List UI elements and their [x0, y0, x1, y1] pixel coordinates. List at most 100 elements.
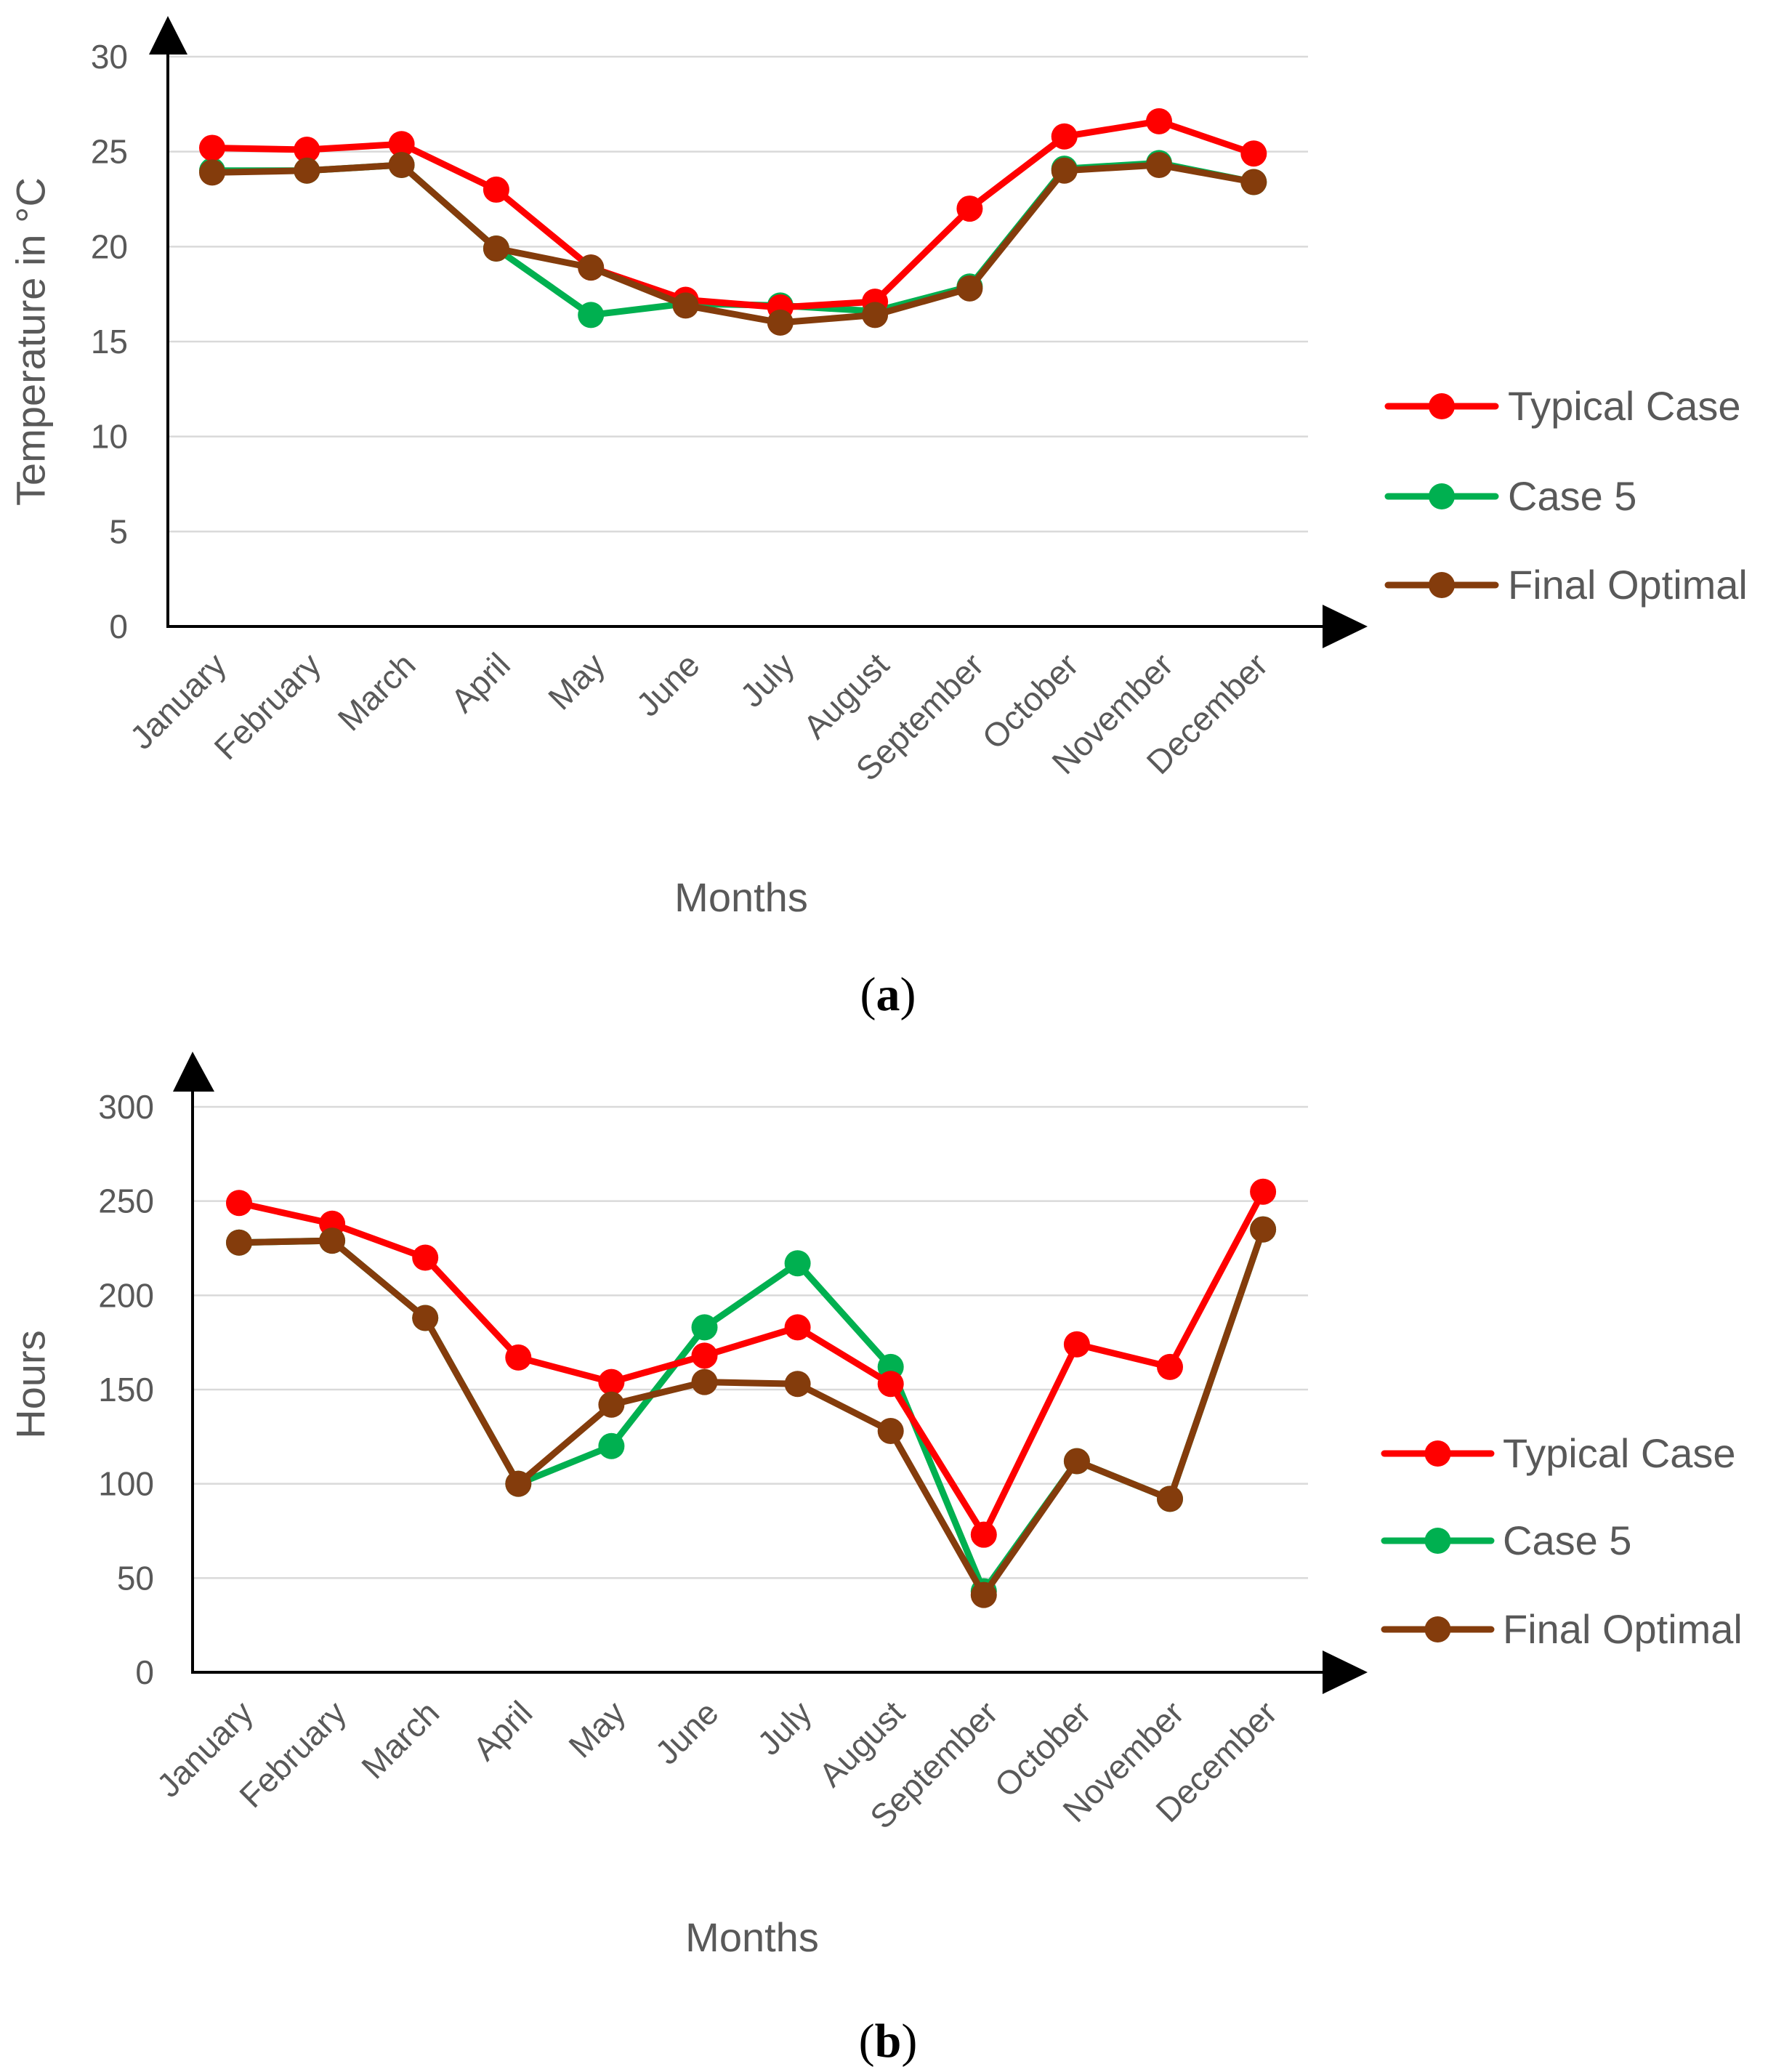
x-axis-arrow [1323, 605, 1368, 648]
data-point-typical [294, 137, 320, 164]
y-tick-label: 50 [117, 1559, 154, 1597]
data-point-typical [199, 134, 225, 161]
legend-entry-final: Final Optimal [1384, 562, 1748, 608]
data-point-final [1250, 1216, 1277, 1243]
x-axis-title: Months [685, 1914, 819, 1960]
legend-marker-final [1429, 572, 1455, 598]
data-point-typical [784, 1314, 811, 1341]
data-point-final [412, 1305, 439, 1331]
data-point-typical [1240, 140, 1267, 167]
x-tick-label: July [732, 645, 802, 714]
caption-part: ( [860, 968, 876, 1021]
panel-caption: (a) [860, 968, 916, 1021]
y-tick-label: 5 [109, 512, 128, 550]
legend-entry-typical: Typical Case [1384, 383, 1741, 429]
y-axis-title: Hours [8, 1330, 54, 1438]
legend-label: Final Optimal [1503, 1606, 1743, 1652]
data-point-final [1157, 1486, 1183, 1512]
x-tick-label: May [561, 1693, 632, 1765]
x-axis-title: Months [674, 874, 808, 920]
legend-label: Case 5 [1503, 1517, 1631, 1563]
data-point-typical [598, 1368, 625, 1395]
data-point-case5 [598, 1432, 625, 1459]
caption-part: ( [859, 2015, 875, 2068]
data-point-final [294, 157, 320, 184]
data-point-typical [226, 1190, 252, 1217]
data-point-typical [1063, 1331, 1090, 1358]
y-axis-arrow [173, 1052, 214, 1092]
y-tick-label: 30 [91, 38, 128, 76]
data-point-typical [388, 131, 415, 158]
legend-marker-final [1424, 1616, 1451, 1642]
x-tick-label: April [466, 1693, 540, 1767]
data-point-case5 [784, 1250, 811, 1277]
legend-label: Typical Case [1503, 1430, 1736, 1476]
y-tick-label: 200 [98, 1276, 154, 1314]
series-case5 [226, 1216, 1277, 1605]
y-tick-label: 150 [98, 1371, 154, 1408]
legend-entry-case5: Case 5 [1381, 1517, 1631, 1563]
data-point-final [956, 275, 983, 302]
y-tick-label: 10 [91, 418, 128, 456]
y-axis-arrow [149, 16, 187, 55]
legend-label: Typical Case [1508, 383, 1741, 429]
data-point-final [598, 1391, 625, 1418]
caption-part: ) [900, 968, 916, 1021]
y-tick-label: 250 [98, 1182, 154, 1220]
data-point-typical [970, 1521, 997, 1548]
series-line-case5 [235, 1226, 1267, 1595]
data-point-typical [691, 1342, 718, 1369]
y-tick-label: 20 [91, 227, 128, 265]
data-point-typical [1146, 108, 1172, 134]
data-point-typical [412, 1244, 439, 1271]
series-line-case5 [209, 159, 1257, 318]
data-point-typical [956, 195, 983, 222]
series-final [226, 1216, 1277, 1608]
x-axis-arrow [1323, 1650, 1368, 1694]
panel-caption: (b) [859, 2015, 918, 2068]
series-line-final [235, 1226, 1267, 1599]
data-point-case5 [578, 302, 605, 328]
series-line-typical [209, 118, 1257, 311]
data-point-final [199, 159, 225, 186]
caption-part: b [875, 2015, 902, 2068]
data-point-final [1051, 157, 1078, 184]
x-tick-label: April [443, 645, 517, 719]
legend-entry-case5: Case 5 [1384, 473, 1636, 519]
data-point-typical [877, 1371, 904, 1398]
data-point-final [388, 151, 415, 178]
data-point-final [483, 235, 509, 262]
legend-label: Case 5 [1508, 473, 1636, 519]
legend-marker-case5 [1424, 1528, 1451, 1554]
x-tick-label: July [750, 1693, 819, 1762]
x-tick-label: March [354, 1693, 446, 1786]
x-tick-label: June [629, 645, 706, 723]
data-point-typical [1250, 1178, 1277, 1205]
legend-marker-typical [1424, 1440, 1451, 1467]
caption-part: ) [901, 2015, 917, 2068]
data-point-final [1146, 151, 1172, 178]
legend-entry-typical: Typical Case [1381, 1430, 1736, 1476]
data-point-final [226, 1229, 252, 1256]
data-point-final [505, 1470, 532, 1497]
series-line-typical [235, 1188, 1267, 1539]
legend-marker-typical [1429, 393, 1455, 419]
y-axis-title: Temperature in °C [8, 177, 54, 506]
data-point-final [578, 254, 605, 281]
data-point-final [1063, 1448, 1090, 1475]
caption-part: a [876, 968, 900, 1021]
data-point-final [319, 1228, 346, 1254]
data-point-typical [1157, 1353, 1183, 1380]
data-point-typical [1051, 123, 1078, 150]
x-tick-label: June [647, 1693, 725, 1771]
legend-marker-case5 [1429, 483, 1455, 509]
x-tick-label: February [206, 645, 328, 767]
data-point-final [862, 302, 889, 328]
legend-entry-final: Final Optimal [1381, 1606, 1743, 1652]
data-point-final [691, 1368, 718, 1395]
y-tick-label: 25 [91, 133, 128, 171]
y-tick-label: 100 [98, 1465, 154, 1503]
data-point-typical [483, 176, 509, 203]
